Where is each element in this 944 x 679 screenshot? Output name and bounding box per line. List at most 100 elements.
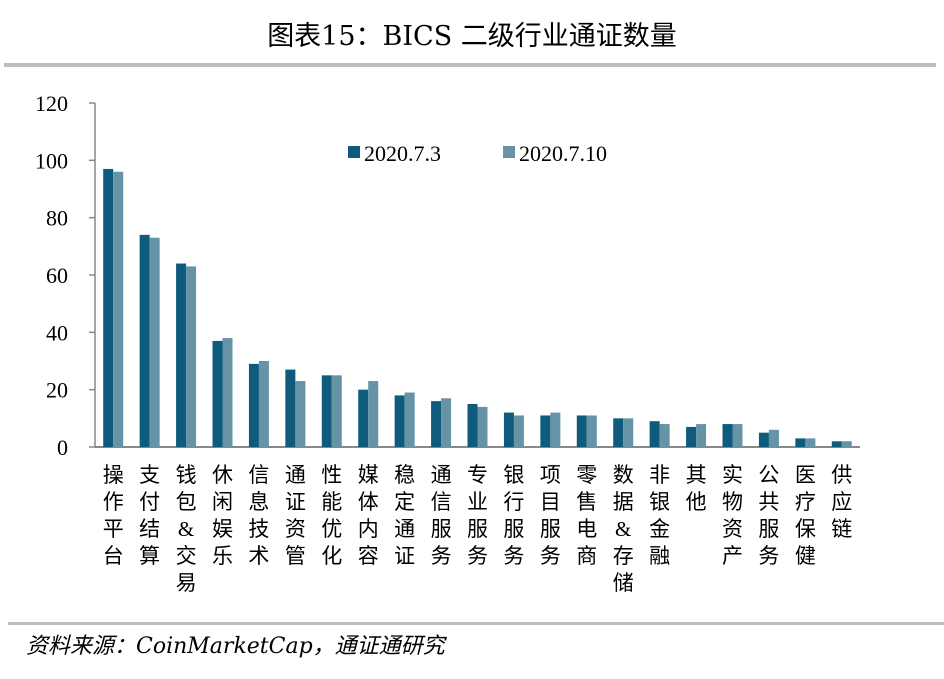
x-category-label: 息 bbox=[248, 490, 269, 514]
legend-label: 2020.7.3 bbox=[364, 141, 441, 166]
x-category-label: 娱 bbox=[212, 517, 233, 541]
x-category-label: 闲 bbox=[212, 490, 233, 514]
x-category-label: 服 bbox=[540, 517, 561, 541]
x-category-label: 容 bbox=[358, 544, 379, 568]
bar-series1 bbox=[831, 441, 842, 447]
bar-series1 bbox=[649, 421, 660, 447]
x-category-label: 算 bbox=[139, 544, 160, 568]
x-category-label: 实 bbox=[722, 463, 743, 487]
x-category-label: 定 bbox=[394, 490, 415, 514]
bar-series1 bbox=[248, 363, 259, 447]
x-category-label: 内 bbox=[358, 517, 379, 541]
x-category-label: 服 bbox=[503, 517, 524, 541]
y-tick-label: 80 bbox=[46, 206, 68, 231]
x-category-label: 乐 bbox=[212, 544, 233, 568]
bar-series2 bbox=[696, 424, 707, 447]
bar-series1 bbox=[103, 168, 114, 447]
bar-series2 bbox=[113, 171, 124, 448]
bar-series1 bbox=[758, 432, 769, 447]
bar-series2 bbox=[659, 424, 670, 447]
x-category-label: 资 bbox=[285, 517, 306, 541]
x-category-label: 项 bbox=[540, 463, 561, 487]
x-category-label: 商 bbox=[576, 544, 597, 568]
x-category-label: 信 bbox=[248, 463, 269, 487]
x-category-label: 技 bbox=[248, 517, 269, 541]
x-category-label: 业 bbox=[467, 490, 488, 514]
bar-series1 bbox=[686, 426, 697, 447]
bar-series2 bbox=[441, 398, 452, 447]
x-category-label: 包 bbox=[176, 490, 197, 514]
title-divider bbox=[4, 63, 936, 67]
bar-series1 bbox=[176, 263, 187, 447]
x-category-label: 医 bbox=[795, 463, 816, 487]
x-category-label: 作 bbox=[103, 490, 124, 514]
x-category-label: 付 bbox=[139, 490, 160, 514]
x-category-label: 通 bbox=[394, 517, 415, 541]
bar-series2 bbox=[550, 412, 561, 447]
x-category-label: 化 bbox=[321, 544, 342, 568]
legend-swatch bbox=[503, 146, 515, 158]
x-category-label: 保 bbox=[795, 517, 816, 541]
bar-series2 bbox=[586, 415, 597, 447]
bar-series1 bbox=[394, 395, 405, 447]
x-category-label: 服 bbox=[467, 517, 488, 541]
bar-series1 bbox=[613, 418, 624, 447]
x-category-label: 操 bbox=[103, 463, 124, 487]
x-category-label: 供 bbox=[831, 463, 852, 487]
x-category-label: 专 bbox=[467, 463, 488, 487]
x-category-label: 他 bbox=[686, 490, 707, 514]
bar-series2 bbox=[477, 406, 488, 447]
bar-series1 bbox=[358, 389, 369, 447]
x-category-label: 非 bbox=[649, 463, 670, 487]
y-tick-label: 120 bbox=[35, 91, 68, 116]
source-divider bbox=[8, 622, 944, 625]
legend-label: 2020.7.10 bbox=[519, 141, 607, 166]
source-note: 资料来源：CoinMarketCap，通证通研究 bbox=[26, 634, 445, 659]
x-category-label: 体 bbox=[358, 490, 379, 514]
bar-series1 bbox=[540, 415, 551, 447]
bar-series1 bbox=[285, 369, 296, 447]
x-category-label: 储 bbox=[613, 571, 634, 595]
bar-series2 bbox=[404, 392, 415, 447]
x-category-label: 优 bbox=[321, 517, 342, 541]
x-category-label: 物 bbox=[722, 490, 743, 514]
x-category-label: 健 bbox=[795, 544, 816, 568]
bar-series1 bbox=[503, 412, 514, 447]
x-category-label: 产 bbox=[722, 544, 743, 568]
bar-series2 bbox=[149, 237, 160, 447]
x-category-label: 融 bbox=[649, 544, 670, 568]
x-category-label: & bbox=[178, 517, 194, 541]
x-category-label: 务 bbox=[540, 544, 561, 568]
x-category-label: 务 bbox=[758, 544, 779, 568]
bar-series1 bbox=[467, 404, 478, 447]
bar-series2 bbox=[513, 415, 524, 447]
bar-series2 bbox=[186, 266, 197, 447]
bar-series2 bbox=[732, 424, 743, 447]
x-category-label: 能 bbox=[321, 490, 342, 514]
x-category-label: 存 bbox=[613, 544, 634, 568]
x-category-label: 性 bbox=[321, 463, 342, 487]
x-category-label: 服 bbox=[758, 517, 779, 541]
bars bbox=[103, 168, 852, 448]
bar-series1 bbox=[795, 438, 806, 447]
x-category-label: 交 bbox=[176, 544, 197, 568]
bar-series1 bbox=[431, 401, 442, 447]
chart-title: 图表15：BICS 二级行业通证数量 bbox=[267, 21, 677, 52]
x-category-label: 务 bbox=[503, 544, 524, 568]
x-category-label: 证 bbox=[285, 490, 306, 514]
y-tick-label: 100 bbox=[35, 148, 68, 173]
x-category-label: 应 bbox=[831, 490, 852, 514]
legend: 2020.7.3 2020.7.10 bbox=[348, 141, 607, 166]
bar-series2 bbox=[768, 429, 779, 447]
x-category-label: 资 bbox=[722, 517, 743, 541]
x-category-label: 共 bbox=[758, 490, 779, 514]
x-category-label: 通 bbox=[431, 463, 452, 487]
y-tick-label: 60 bbox=[46, 263, 68, 288]
x-category-label: 务 bbox=[467, 544, 488, 568]
bar-series2 bbox=[623, 418, 634, 447]
x-category-label: & bbox=[615, 517, 631, 541]
bar-series2 bbox=[258, 361, 269, 447]
bar-series1 bbox=[321, 375, 332, 447]
x-category-label: 管 bbox=[285, 544, 306, 568]
